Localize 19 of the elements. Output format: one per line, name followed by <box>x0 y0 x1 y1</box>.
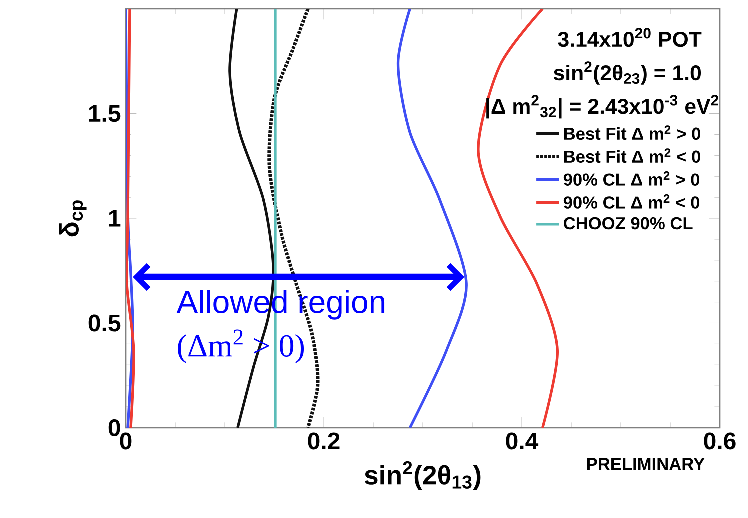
x-tick-label: 0.2 <box>308 432 340 450</box>
legend-label: CHOOZ 90% CL <box>564 217 693 230</box>
y-tick-label: 1 <box>109 210 121 227</box>
x-tick-label: 0 <box>120 432 132 450</box>
legend-label: 90% CL Δ m$^{2}$ < 0 <box>564 194 700 209</box>
legend-label: 90% CL Δ m$^{2}$ > 0 <box>564 172 700 186</box>
annotation: sin$^{2}$(2θ$_{23}$) = 1.0 <box>554 62 702 85</box>
legend-label: Best Fit Δ m$^{2}$ > 0 <box>564 126 700 140</box>
y-tick-label: 0.5 <box>88 314 121 332</box>
x-axis-title: sin$^{2}$(2θ$_{13}$) <box>364 462 481 490</box>
annotation: 3.14x10$^{20}$ POT <box>558 28 702 48</box>
y-tick-label: 1.5 <box>89 105 121 122</box>
y-tick-label: 0 <box>108 419 120 436</box>
x-tick-label: 0.4 <box>506 432 539 450</box>
y-axis-title: δ$_{cp}$ <box>59 200 87 237</box>
legend-label: Best Fit Δ m$^{2}$ < 0 <box>564 148 700 164</box>
annotation: |Δ m$^{2}$$_{32}$| = 2.43x10$^{-3}$ eV$^{2}$ <box>486 95 718 119</box>
x-tick-label: 0.6 <box>704 432 736 450</box>
text: PRELIMINARY <box>587 458 705 470</box>
